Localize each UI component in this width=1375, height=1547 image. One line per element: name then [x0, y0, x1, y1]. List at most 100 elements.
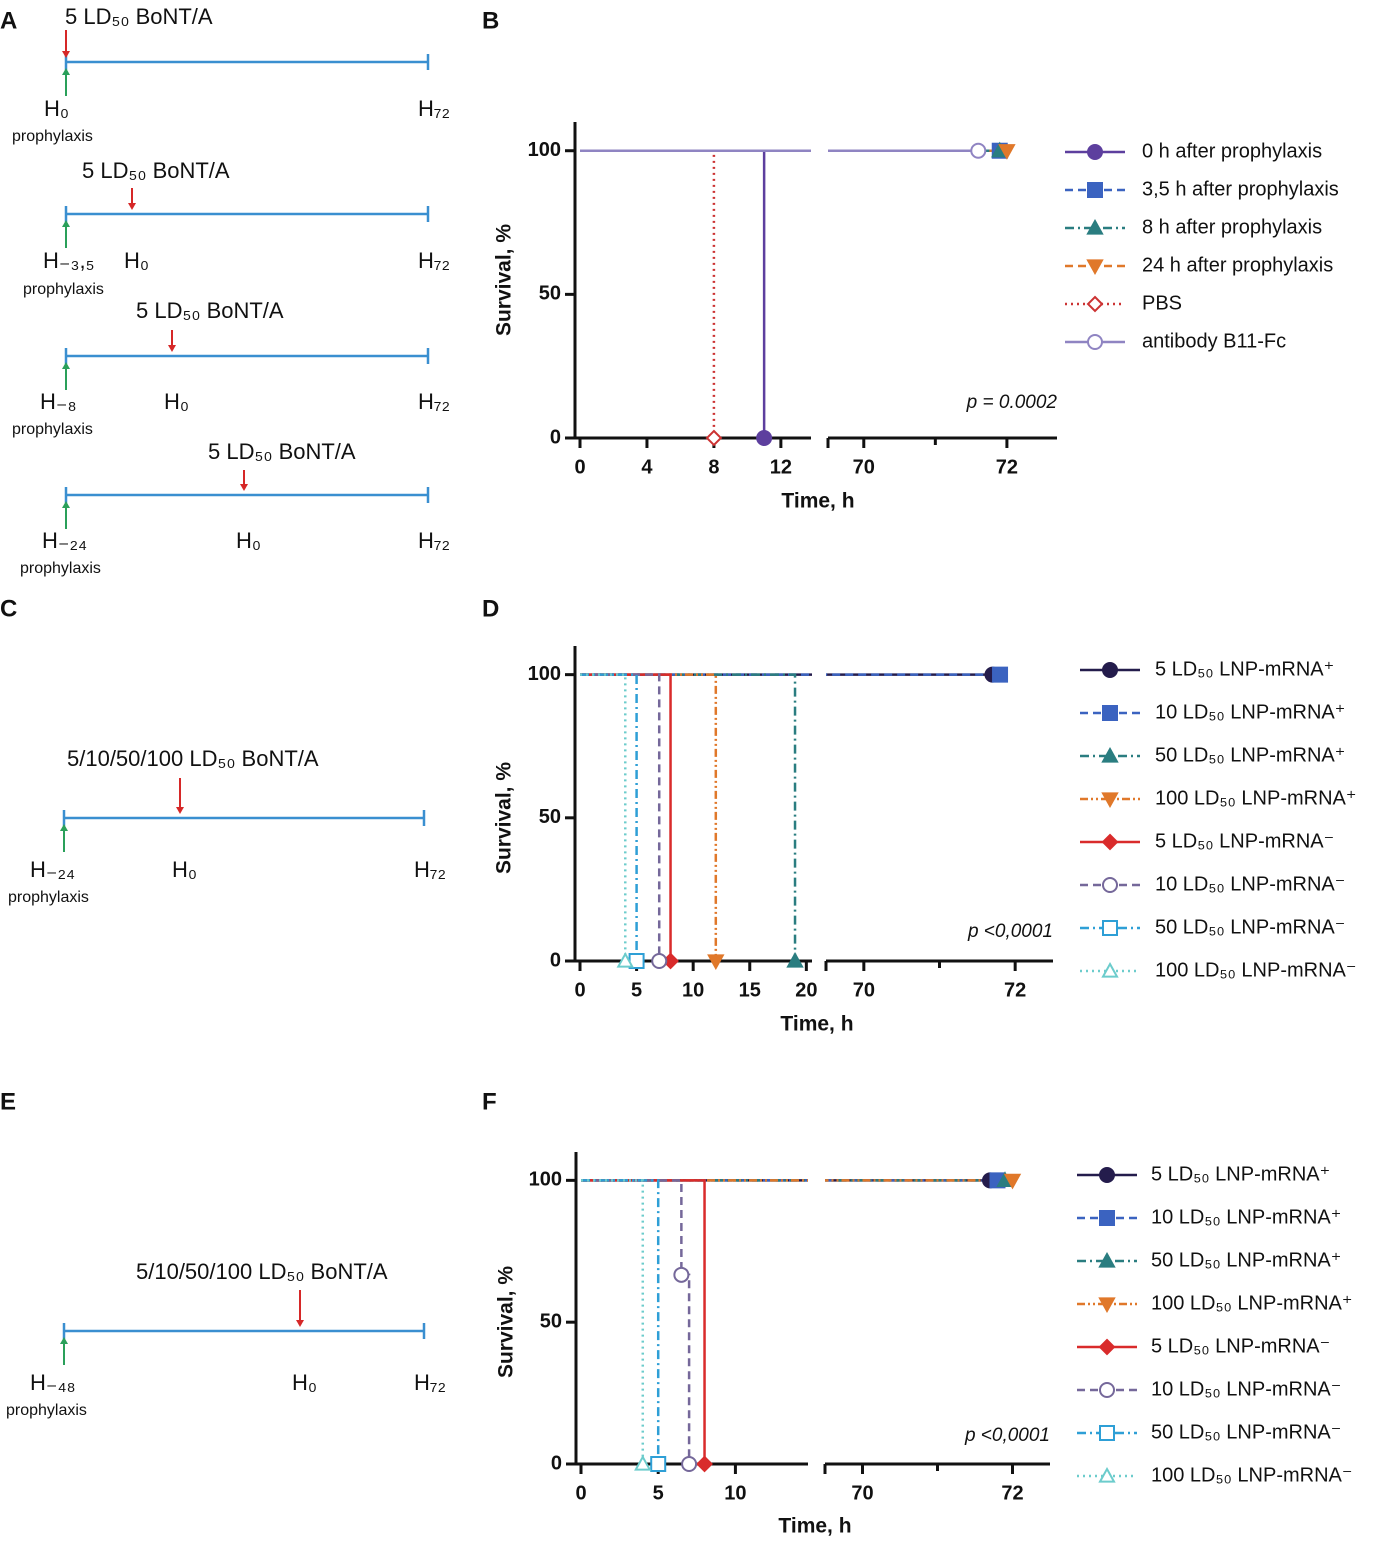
legend-label: 24 h after prophylaxis [1142, 254, 1333, 276]
arrow-head [62, 51, 70, 58]
marker [705, 429, 723, 447]
arrow-head [296, 1320, 304, 1327]
arrow-head [168, 345, 176, 352]
legend-label: 5 LD₅₀ LNP-mRNA⁺ [1151, 1163, 1330, 1185]
annotation: p <0,0001 [964, 1425, 1050, 1446]
marker [696, 1455, 713, 1473]
legend-marker [1102, 662, 1118, 678]
x-tick-label: 70 [853, 979, 875, 1001]
x-tick-label: 72 [996, 456, 1018, 478]
zero-label: H₀ [236, 528, 261, 553]
survival-line [580, 673, 718, 961]
legend-label: 3,5 h after prophylaxis [1142, 178, 1339, 200]
marker [1003, 1173, 1022, 1190]
marker [992, 666, 1009, 683]
legend-marker [1086, 218, 1104, 235]
legend-label: 10 LD₅₀ LNP-mRNA⁺ [1151, 1206, 1341, 1228]
marker [786, 951, 804, 968]
survival-line [581, 1179, 660, 1464]
marker [681, 1456, 698, 1472]
panel-label: D [482, 595, 499, 622]
survival-line [580, 149, 766, 438]
x-tick-label: 20 [795, 979, 817, 1001]
legend-marker [1086, 259, 1104, 276]
y-tick-label: 50 [539, 283, 561, 305]
x-axis-label: Time, h [781, 490, 854, 513]
legend-label: PBS [1142, 292, 1182, 314]
start-label: H₋₂₄ [30, 857, 75, 882]
x-tick-label: 72 [1001, 1482, 1023, 1504]
legend-label: 100 LD₅₀ LNP-mRNA⁺ [1151, 1292, 1352, 1314]
end-label: H₇₂ [418, 96, 450, 121]
annotation: p = 0.0002 [966, 392, 1058, 413]
legend-marker [1099, 1425, 1115, 1441]
legend-label: 50 LD₅₀ LNP-mRNA⁺ [1151, 1249, 1341, 1271]
start-label: H₋₄₈ [30, 1370, 76, 1395]
legend-label: 0 h after prophylaxis [1142, 140, 1322, 162]
y-tick-label: 50 [540, 1310, 562, 1332]
survival-line [580, 673, 661, 961]
survival-line [581, 1179, 691, 1464]
x-tick-label: 70 [851, 1482, 873, 1504]
start-label: H₀ [44, 96, 69, 121]
legend-marker [1102, 877, 1118, 893]
x-tick-label: 10 [724, 1482, 746, 1504]
legend-label: 100 LD₅₀ LNP-mRNA⁻ [1151, 1464, 1352, 1486]
panel-label: C [0, 595, 17, 622]
x-tick-label: 8 [708, 456, 719, 478]
dose-label: 5/10/50/100 LD₅₀ BoNT/A [136, 1259, 388, 1284]
legend-marker [1086, 295, 1104, 313]
x-tick-label: 5 [631, 979, 642, 1001]
arrow-head [240, 484, 248, 491]
x-tick-label: 10 [682, 979, 704, 1001]
legend-marker [1087, 144, 1103, 160]
prophylaxis-label: prophylaxis [6, 1402, 87, 1419]
zero-label: H₀ [172, 857, 197, 882]
marker [634, 1454, 652, 1471]
arrow-head [176, 807, 184, 814]
x-tick-label: 5 [653, 1482, 664, 1504]
legend-marker [1101, 961, 1119, 978]
marker [707, 954, 725, 971]
legend-label: 100 LD₅₀ LNP-mRNA⁺ [1155, 787, 1356, 809]
zero-label: H₀ [292, 1370, 317, 1395]
zero-label: H₀ [164, 389, 189, 414]
legend-label: 5 LD₅₀ LNP-mRNA⁺ [1155, 658, 1334, 680]
dose-label: 5 LD₅₀ BoNT/A [208, 439, 356, 464]
x-tick-label: 15 [739, 979, 761, 1001]
end-label: H₇₂ [418, 389, 450, 414]
survival-line [581, 1179, 645, 1464]
prophylaxis-label: prophylaxis [20, 560, 101, 577]
y-axis-label: Survival, % [493, 224, 516, 336]
marker [650, 1456, 667, 1472]
panel-label: A [0, 7, 17, 34]
prophylaxis-label: prophylaxis [23, 281, 104, 298]
survival-line [580, 673, 797, 961]
y-tick-label: 100 [528, 663, 561, 685]
arrow-head [62, 68, 70, 75]
legend-marker [1098, 1297, 1116, 1314]
marker [616, 951, 634, 968]
dose-label: 5 LD₅₀ BoNT/A [65, 4, 213, 29]
prophylaxis-label: prophylaxis [8, 889, 89, 906]
legend-marker [1101, 746, 1119, 763]
legend-marker [1102, 920, 1118, 936]
legend-marker [1098, 1466, 1116, 1483]
survival-line [580, 673, 638, 961]
legend-label: 10 LD₅₀ LNP-mRNA⁻ [1155, 873, 1345, 895]
x-axis-label: Time, h [780, 1013, 853, 1036]
dose-label: 5 LD₅₀ BoNT/A [136, 298, 284, 323]
legend-label: 50 LD₅₀ LNP-mRNA⁻ [1151, 1421, 1341, 1443]
legend-marker [1087, 182, 1103, 198]
prophylaxis-label: prophylaxis [12, 128, 93, 145]
y-tick-label: 50 [539, 806, 561, 828]
dose-label: 5/10/50/100 LD₅₀ BoNT/A [67, 746, 319, 771]
legend-label: 100 LD₅₀ LNP-mRNA⁻ [1155, 959, 1356, 981]
y-tick-label: 100 [529, 1169, 562, 1191]
end-label: H₇₂ [414, 1370, 446, 1395]
dose-label: 5 LD₅₀ BoNT/A [82, 158, 230, 183]
panel-label: F [482, 1088, 497, 1115]
x-tick-label: 4 [641, 456, 653, 478]
arrow-head [62, 362, 70, 369]
